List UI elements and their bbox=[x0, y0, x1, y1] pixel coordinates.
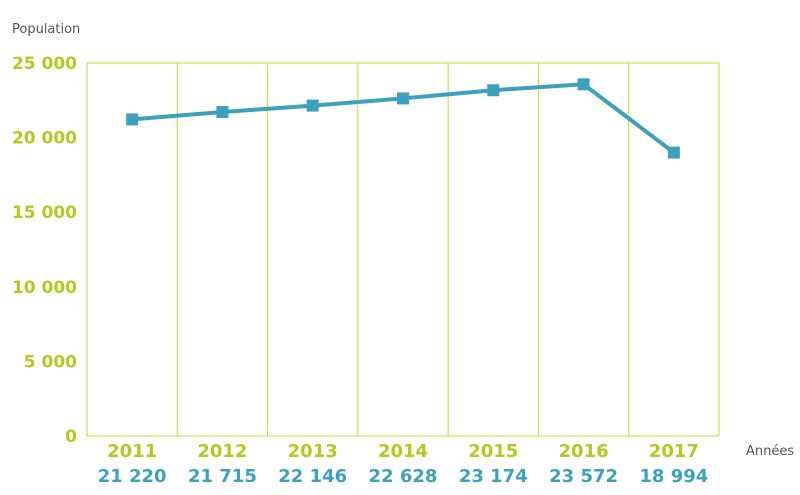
data-label: 22 628 bbox=[369, 466, 438, 487]
y-tick-label: 15 000 bbox=[12, 203, 77, 223]
x-tick-label: 2014 bbox=[378, 441, 428, 462]
data-point bbox=[306, 99, 319, 112]
y-tick-label: 0 bbox=[65, 427, 77, 447]
y-tick-label: 25 000 bbox=[12, 54, 77, 74]
data-point bbox=[577, 78, 590, 91]
data-label: 21 220 bbox=[98, 466, 167, 487]
data-labels: 21 220 21 715 22 146 22 628 23 174 23 572 18 9… bbox=[98, 466, 709, 487]
grid bbox=[86, 62, 720, 437]
x-tick-label: 2013 bbox=[288, 441, 338, 462]
y-axis-title: Population bbox=[12, 22, 80, 37]
series-population bbox=[126, 78, 680, 159]
y-tick-label: 20 000 bbox=[12, 129, 77, 149]
data-point bbox=[397, 92, 409, 105]
x-tick-label: 2012 bbox=[197, 441, 247, 462]
data-label: 23 572 bbox=[549, 466, 618, 487]
data-point bbox=[667, 146, 680, 159]
x-tick-label: 2016 bbox=[559, 441, 609, 462]
y-tick-label: 10 000 bbox=[12, 278, 77, 298]
data-point bbox=[487, 84, 500, 97]
x-tick-label: 2017 bbox=[649, 441, 699, 462]
data-point bbox=[216, 106, 229, 119]
x-axis-title: Années bbox=[746, 444, 794, 459]
x-tick-label: 2011 bbox=[107, 441, 157, 462]
x-tick-label: 2015 bbox=[468, 441, 518, 462]
x-axis-ticks: 2011 2012 2013 2014 2015 2016 2017 bbox=[107, 441, 699, 462]
data-point bbox=[126, 113, 139, 126]
data-label: 21 715 bbox=[188, 466, 257, 487]
y-tick-label: 5 000 bbox=[24, 352, 77, 372]
data-label: 22 146 bbox=[278, 466, 347, 487]
data-label: 23 174 bbox=[459, 466, 528, 487]
y-axis-ticks: 0 5 000 10 000 15 000 20 000 25 000 bbox=[12, 54, 77, 447]
data-label: 18 994 bbox=[639, 466, 708, 487]
